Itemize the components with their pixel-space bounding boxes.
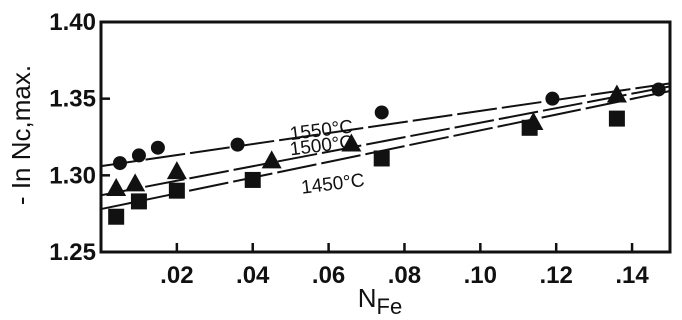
y-tick-label: 1.35: [49, 86, 96, 113]
data-point-square: [130, 193, 147, 210]
y-tick-label: 1.40: [49, 9, 96, 36]
x-axis-label-main: N: [358, 283, 377, 313]
x-tick-label: .08: [388, 262, 421, 289]
data-point-square: [168, 182, 185, 199]
plot-frame: [99, 20, 672, 254]
x-tick-label: .10: [464, 262, 497, 289]
x-tick-label: .04: [236, 262, 270, 289]
axes: .02 .04 .06 .08 .10 .12 .14 1.25 1.30 1.35 1.40: [49, 9, 672, 289]
data-point-circle: [131, 148, 146, 163]
data-point-triangle: [166, 161, 187, 180]
x-axis-label-subscript: Fe: [377, 294, 403, 319]
x-tick-label: .06: [312, 262, 345, 289]
data-point-circle: [545, 91, 560, 106]
data-point-circle: [374, 105, 389, 120]
data-markers: [106, 82, 666, 225]
data-point-triangle: [606, 84, 627, 103]
fit-line: [100, 90, 671, 211]
data-point-triangle: [125, 173, 146, 192]
data-point-square: [608, 110, 625, 127]
data-point-square: [108, 208, 125, 225]
data-point-circle: [230, 137, 245, 152]
fit-line: [100, 82, 671, 168]
data-point-triangle: [106, 177, 127, 196]
data-point-circle: [150, 140, 165, 155]
data-point-circle: [112, 156, 127, 171]
x-tick-label: .14: [615, 262, 649, 289]
data-point-square: [373, 150, 390, 167]
x-tick-label: .02: [160, 262, 193, 289]
y-tick-label: 1.25: [49, 239, 96, 266]
data-point-triangle: [261, 150, 282, 169]
y-tick-label: 1.30: [49, 162, 96, 189]
data-point-square: [244, 171, 261, 188]
data-point-circle: [651, 82, 666, 97]
series-label: 1450°C: [300, 170, 366, 199]
fit-line: [100, 85, 671, 197]
x-tick-label: .12: [540, 262, 573, 289]
x-axis-label: NFe: [358, 283, 402, 319]
data-point-square: [521, 119, 538, 136]
data-point-triangle: [341, 133, 362, 152]
fit-lines: [100, 82, 671, 211]
y-axis-label: - In Nc,max.: [6, 65, 36, 205]
